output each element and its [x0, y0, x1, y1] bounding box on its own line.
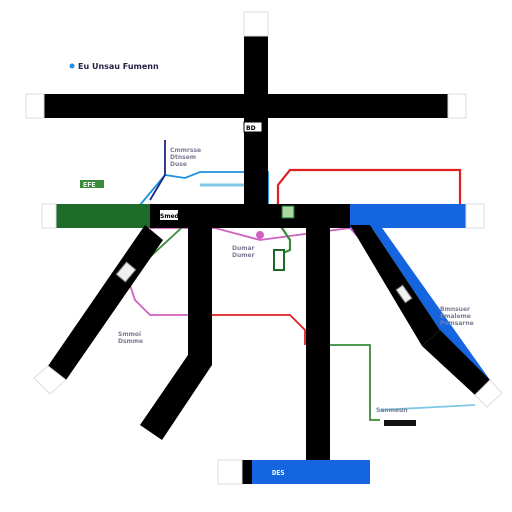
diagonal-right-black [350, 225, 440, 346]
bottom-left-cap [217, 459, 243, 485]
station-small-left [160, 210, 178, 220]
blue-wire-right [379, 404, 476, 411]
navy-wire [149, 140, 166, 201]
center-station [243, 121, 263, 133]
green-wire-right [330, 344, 380, 421]
center-station-label: BD [246, 125, 256, 132]
diagonal-right-cap [474, 379, 503, 408]
middle-left-cap [41, 203, 57, 229]
top-bar-right-cap [447, 93, 467, 119]
label-right: Bmnsuer Emaleme Pomsarne [440, 306, 474, 327]
center-left-vertical [140, 210, 212, 440]
top-cap [243, 11, 269, 37]
label-bottom-right: Sanmeun [376, 407, 408, 414]
bottom-blue-bar [252, 460, 370, 484]
title-text: Eu Unsau Fumenn [78, 62, 159, 71]
red-wire-lower [210, 314, 306, 345]
station-green-box-2 [273, 249, 285, 271]
middle-right-cap [465, 203, 485, 229]
diagonal-right-black-2 [422, 330, 490, 395]
label-center: Dumar Dumer [232, 245, 257, 259]
top-bar-left-cap [25, 93, 45, 119]
blue-bar [350, 204, 466, 228]
station-pink-dot [256, 231, 264, 239]
title-dot [69, 63, 75, 69]
station-left-diag [115, 261, 137, 283]
station-right-diag [395, 284, 413, 304]
label-upper-left: Cmmrsse Dtnsem Duse [170, 147, 203, 168]
green-bar [56, 204, 150, 228]
track-layer [25, 11, 503, 485]
station-layer: BD [80, 121, 416, 426]
label-layer: Eu Unsau Fumenn Cmmrsse Dtnsem Duse EFE … [69, 62, 474, 477]
diagonal-left-bar [48, 225, 163, 380]
label-green-tag: EFE [83, 181, 96, 189]
center-right-vertical [306, 210, 330, 460]
station-small-right [384, 420, 416, 426]
diagonal-left-cap [33, 365, 67, 395]
station-green-tag [80, 180, 104, 188]
label-mid-small: Smed [160, 213, 179, 220]
label-left: Smmoi Dsmme [118, 331, 143, 345]
red-wire [276, 168, 462, 205]
top-horizontal-bar [44, 94, 448, 118]
station-green-box [281, 205, 295, 219]
label-bottom-blue: DES [272, 469, 285, 477]
